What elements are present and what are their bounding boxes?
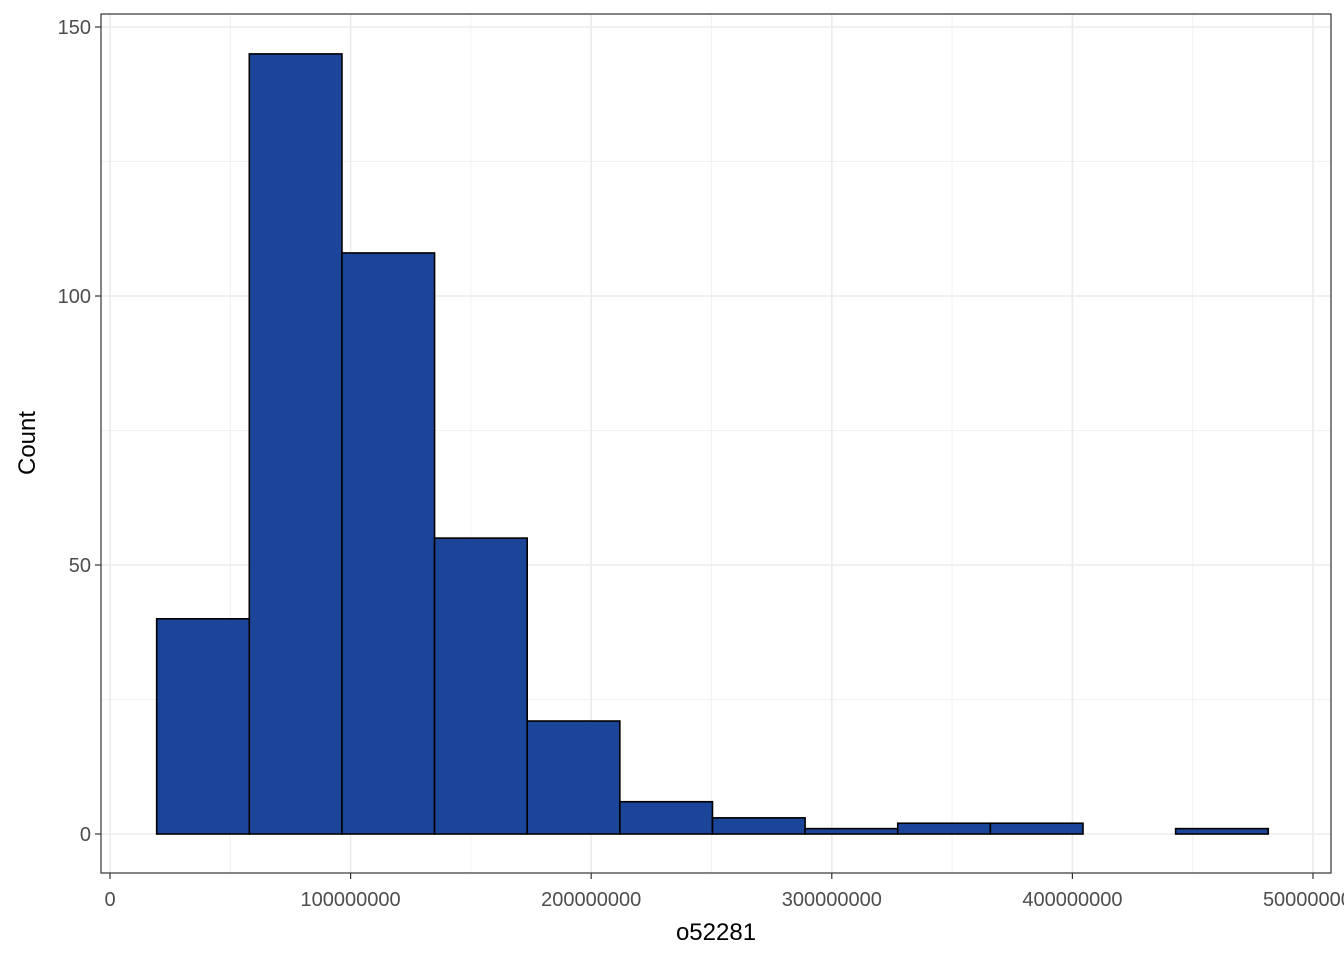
histogram-bar-2 bbox=[248, 53, 343, 835]
x-axis: 0 100000000 200000000 300000000 400000000 500… bbox=[104, 873, 1344, 911]
y-axis: 0 50 100 150 bbox=[58, 17, 101, 846]
panel-border bbox=[100, 13, 1332, 874]
y-tick-label: 0 bbox=[80, 824, 91, 846]
y-tick-label: 50 bbox=[69, 555, 91, 577]
y-tick-label: 150 bbox=[58, 17, 91, 39]
histogram-bar-8 bbox=[804, 827, 899, 835]
histogram-bar-5 bbox=[526, 720, 621, 835]
histogram-bar-3 bbox=[341, 252, 436, 835]
histogram-bar-4 bbox=[433, 537, 529, 835]
y-axis-title: Count bbox=[14, 411, 41, 475]
histogram-bar-1 bbox=[155, 617, 251, 835]
histogram-bar-9 bbox=[896, 822, 992, 835]
histogram-bar-12 bbox=[1174, 827, 1270, 835]
x-tick-label: 400000000 bbox=[1022, 889, 1122, 911]
bars bbox=[155, 53, 1270, 835]
y-tick-label: 100 bbox=[58, 286, 91, 308]
histogram-bar-7 bbox=[711, 817, 806, 835]
x-tick-label: 0 bbox=[104, 889, 115, 911]
x-tick-label: 300000000 bbox=[782, 889, 882, 911]
x-axis-title: o52281 bbox=[676, 919, 756, 946]
x-tick-label: 100000000 bbox=[301, 889, 401, 911]
histogram-bar-6 bbox=[619, 800, 714, 835]
histogram-bar-10 bbox=[989, 822, 1084, 835]
x-tick-label: 200000000 bbox=[541, 889, 641, 911]
x-tick-label: 500000000 bbox=[1263, 889, 1344, 911]
